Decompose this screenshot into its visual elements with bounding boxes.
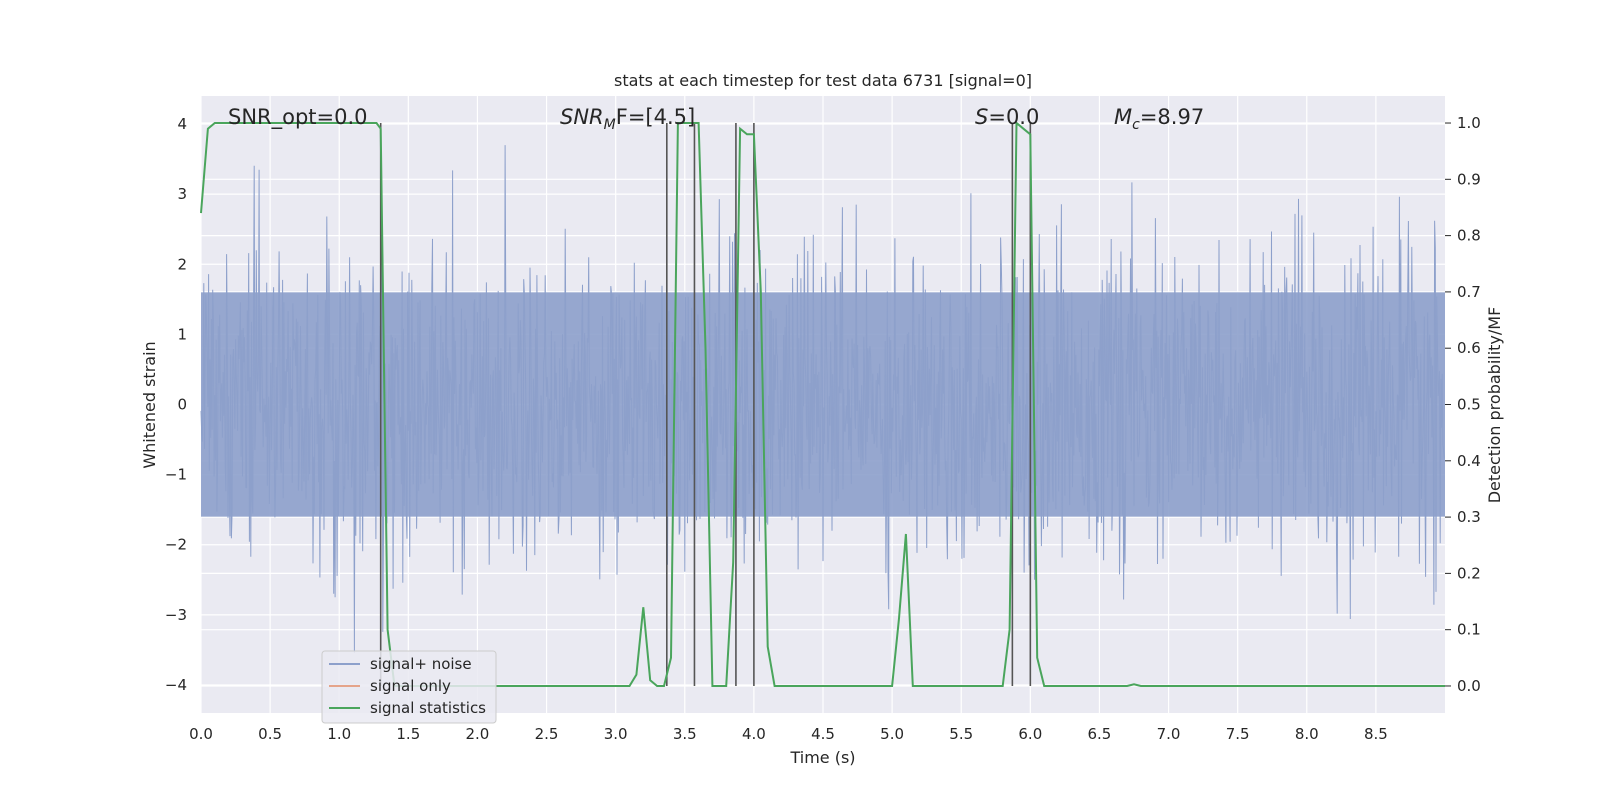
x-tick-label: 4.0	[742, 725, 766, 743]
y2-tick-labels: 0.0 0.1 0.2 0.3 0.4 0.5 0.6 0.7 0.8 0.9 1.0	[1445, 114, 1481, 695]
annotation-symbol: SNR	[560, 105, 604, 129]
y-tick-label: 2	[177, 255, 187, 273]
y2-tick-label: 0.2	[1457, 564, 1481, 582]
x-tick-label: 2.0	[466, 725, 490, 743]
y-tick-label: 1	[177, 325, 187, 343]
x-tick-label: 4.5	[811, 725, 835, 743]
legend-box	[321, 650, 497, 724]
x-tick-label: 1.0	[327, 725, 351, 743]
y-tick-label: −2	[165, 536, 187, 554]
annotation-subscript: c	[1132, 117, 1140, 133]
y2-tick-label: 0.4	[1457, 452, 1481, 470]
annotation-symbol: M	[1114, 105, 1132, 129]
x-tick-label: 6.5	[1088, 725, 1112, 743]
series-signal-noise	[200, 145, 1445, 653]
y2-tick-label: 0.3	[1457, 508, 1481, 526]
x-tick-label: 5.5	[949, 725, 973, 743]
x-tick-labels: 0.0 0.5 1.0 1.5 2.0 2.5 3.0 3.5 4.0 4.5 5.0 5.5 6.0 6…	[189, 725, 1388, 743]
statistics-line	[200, 120, 1445, 687]
legend-label-signal-only: signal only	[370, 677, 451, 695]
y-tick-label: −3	[165, 606, 187, 624]
legend-label-statistics: signal statistics	[370, 699, 486, 717]
x-tick-label: 2.5	[535, 725, 559, 743]
annotation-0: SNR_opt=0.0	[228, 105, 368, 130]
x-tick-label: 1.5	[396, 725, 420, 743]
y2-tick-label: 0.7	[1457, 283, 1481, 301]
y-tick-label: 3	[177, 185, 187, 203]
legend-item-signal-only: signal only	[329, 677, 451, 695]
x-tick-label: 5.0	[880, 725, 904, 743]
chart-title: stats at each timestep for test data 673…	[614, 71, 1032, 90]
y2-tick-label: 0.5	[1457, 396, 1481, 414]
legend-label-noise: signal+ noise	[370, 655, 472, 673]
annotation-1: SNRMF=[4.5]	[560, 105, 695, 133]
annotation-suffix: =0.0	[988, 105, 1039, 129]
y2-tick-label: 0.1	[1457, 621, 1481, 639]
annotation-symbol: S	[975, 105, 988, 129]
x-tick-label: 8.5	[1364, 725, 1388, 743]
x-tick-label: 0.0	[189, 725, 213, 743]
x-tick-label: 7.5	[1226, 725, 1250, 743]
y2-tick-label: 0.9	[1457, 170, 1481, 188]
annotation-subscript: M	[604, 117, 616, 133]
annotation-2: S=0.0	[975, 105, 1039, 129]
y2-tick-label: 0.8	[1457, 227, 1481, 245]
annotation-3: Mc=8.97	[1114, 105, 1204, 133]
series-signal-statistics	[200, 120, 1445, 687]
noise-trace	[200, 145, 1445, 653]
annotation-prefix: SNR_opt=0.0	[228, 105, 368, 130]
x-tick-label: 8.0	[1295, 725, 1319, 743]
x-tick-label: 3.0	[604, 725, 628, 743]
x-axis-label: Time (s)	[789, 748, 855, 767]
annotation-suffix: F=[4.5]	[616, 105, 695, 129]
y2-tick-label: 0.0	[1457, 677, 1481, 695]
legend-item-signal-statistics: signal statistics	[329, 699, 486, 717]
y-tick-label: −4	[165, 676, 187, 694]
y2-axis-label: Detection probability/MF	[1485, 307, 1504, 504]
x-tick-label: 6.0	[1018, 725, 1042, 743]
legend: signal+ noise signal only signal statist…	[321, 650, 497, 724]
y-tick-labels: −4 −3 −2 −1 0 1 2 3 4	[165, 115, 187, 694]
x-tick-label: 0.5	[258, 725, 282, 743]
annotations: SNR_opt=0.0 SNRMF=[4.5] S=0.0 Mc=8.97	[228, 105, 1204, 133]
x-tick-label: 3.5	[673, 725, 697, 743]
y2-tick-label: 0.6	[1457, 339, 1481, 357]
legend-item-signal-noise: signal+ noise	[329, 655, 472, 673]
y-axis-label: Whitened strain	[140, 341, 159, 468]
y-tick-label: −1	[165, 466, 187, 484]
y2-tick-label: 1.0	[1457, 114, 1481, 132]
y-tick-label: 4	[177, 115, 187, 133]
annotation-suffix: =8.97	[1140, 105, 1204, 129]
y-tick-label: 0	[177, 396, 187, 414]
x-tick-label: 7.0	[1157, 725, 1181, 743]
